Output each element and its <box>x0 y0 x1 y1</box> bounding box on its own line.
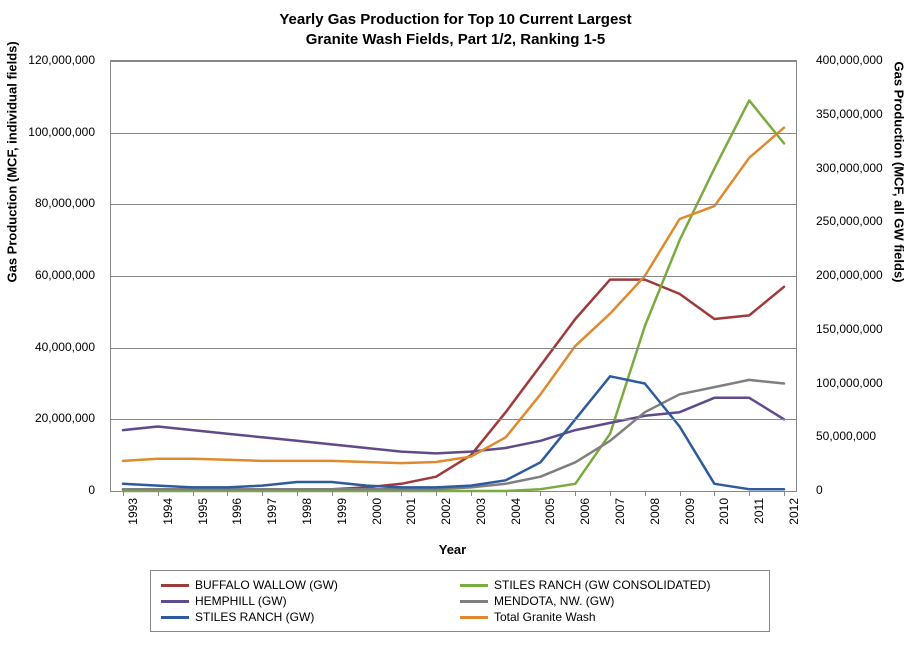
y-right-tick-label: 100,000,000 <box>816 376 883 390</box>
legend-swatch <box>460 616 488 619</box>
y-left-tick-label: 40,000,000 <box>35 340 95 354</box>
y-right-tick-label: 50,000,000 <box>816 429 876 443</box>
series-line <box>123 128 784 463</box>
legend: BUFFALO WALLOW (GW) STILES RANCH (GW CONS… <box>150 570 770 632</box>
y-right-tick-label: 200,000,000 <box>816 268 883 282</box>
y-axis-right: 050,000,000100,000,000150,000,000200,000… <box>806 60 911 490</box>
legend-swatch <box>460 600 488 603</box>
gridline <box>111 204 796 205</box>
title-line-2: Granite Wash Fields, Part 1/2, Ranking 1… <box>306 31 606 48</box>
legend-item: HEMPHILL (GW) <box>161 593 460 609</box>
y-left-tick-label: 20,000,000 <box>35 411 95 425</box>
legend-label: BUFFALO WALLOW (GW) <box>195 578 338 592</box>
legend-label: STILES RANCH (GW) <box>195 610 314 624</box>
x-tick-label: 1994 <box>161 498 175 525</box>
legend-swatch <box>161 616 189 619</box>
x-axis-label: Year <box>110 542 795 557</box>
legend-item: STILES RANCH (GW) <box>161 609 460 625</box>
y-right-tick-label: 0 <box>816 483 823 497</box>
x-tick-label: 2005 <box>543 498 557 525</box>
legend-row: STILES RANCH (GW) Total Granite Wash <box>161 609 759 625</box>
y-left-tick-label: 60,000,000 <box>35 268 95 282</box>
y-right-tick-label: 250,000,000 <box>816 214 883 228</box>
x-tick-label: 2012 <box>787 498 801 525</box>
x-tick-label: 2009 <box>683 498 697 525</box>
gridline <box>111 61 796 62</box>
legend-item: Total Granite Wash <box>460 609 759 625</box>
plot-area <box>110 60 797 492</box>
legend-swatch <box>161 584 189 587</box>
x-tick-label: 2011 <box>752 498 766 524</box>
x-tick-label: 1995 <box>196 498 210 525</box>
y-left-tick-label: 100,000,000 <box>28 125 95 139</box>
legend-item: MENDOTA, NW. (GW) <box>460 593 759 609</box>
gridline <box>111 133 796 134</box>
x-tick-label: 2001 <box>404 498 418 525</box>
series-line <box>123 398 784 454</box>
legend-item: BUFFALO WALLOW (GW) <box>161 577 460 593</box>
y-left-tick-label: 80,000,000 <box>35 196 95 210</box>
legend-label: MENDOTA, NW. (GW) <box>494 594 614 608</box>
y-left-tick-label: 0 <box>88 483 95 497</box>
legend-swatch <box>161 600 189 603</box>
gridline <box>111 419 796 420</box>
gridline <box>111 276 796 277</box>
legend-label: HEMPHILL (GW) <box>195 594 287 608</box>
x-tick-label: 1997 <box>265 498 279 525</box>
x-tick-label: 2002 <box>439 498 453 525</box>
x-tick-label: 2006 <box>578 498 592 525</box>
title-line-1: Yearly Gas Production for Top 10 Current… <box>279 11 631 28</box>
chart-title: Yearly Gas Production for Top 10 Current… <box>0 10 911 49</box>
y-right-tick-label: 400,000,000 <box>816 53 883 67</box>
x-tick-label: 2007 <box>613 498 627 525</box>
gridline <box>111 348 796 349</box>
x-tick-label: 2008 <box>648 498 662 525</box>
y-axis-left: 020,000,00040,000,00060,000,00080,000,00… <box>0 60 105 490</box>
legend-label: STILES RANCH (GW CONSOLIDATED) <box>494 578 710 592</box>
y-right-tick-label: 300,000,000 <box>816 161 883 175</box>
legend-row: BUFFALO WALLOW (GW) STILES RANCH (GW CONS… <box>161 577 759 593</box>
x-tick-label: 1993 <box>126 498 140 525</box>
x-tick-label: 2004 <box>509 498 523 525</box>
x-tick-label: 1996 <box>230 498 244 525</box>
x-tick-label: 2010 <box>717 498 731 525</box>
x-tick-label: 2003 <box>474 498 488 525</box>
y-right-tick-label: 350,000,000 <box>816 107 883 121</box>
x-tick-label: 2000 <box>370 498 384 525</box>
legend-label: Total Granite Wash <box>494 610 596 624</box>
y-right-tick-label: 150,000,000 <box>816 322 883 336</box>
x-tick-label: 1999 <box>335 498 349 525</box>
legend-swatch <box>460 584 488 587</box>
x-tick-label: 1998 <box>300 498 314 525</box>
x-axis: 1993 1994 1995 1996 1997 1998 1999 2000 2001 2002… <box>110 490 795 550</box>
legend-row: HEMPHILL (GW) MENDOTA, NW. (GW) <box>161 593 759 609</box>
series-line <box>123 280 784 490</box>
chart-container: Yearly Gas Production for Top 10 Current… <box>0 0 911 662</box>
legend-item: STILES RANCH (GW CONSOLIDATED) <box>460 577 759 593</box>
y-left-tick-label: 120,000,000 <box>28 53 95 67</box>
